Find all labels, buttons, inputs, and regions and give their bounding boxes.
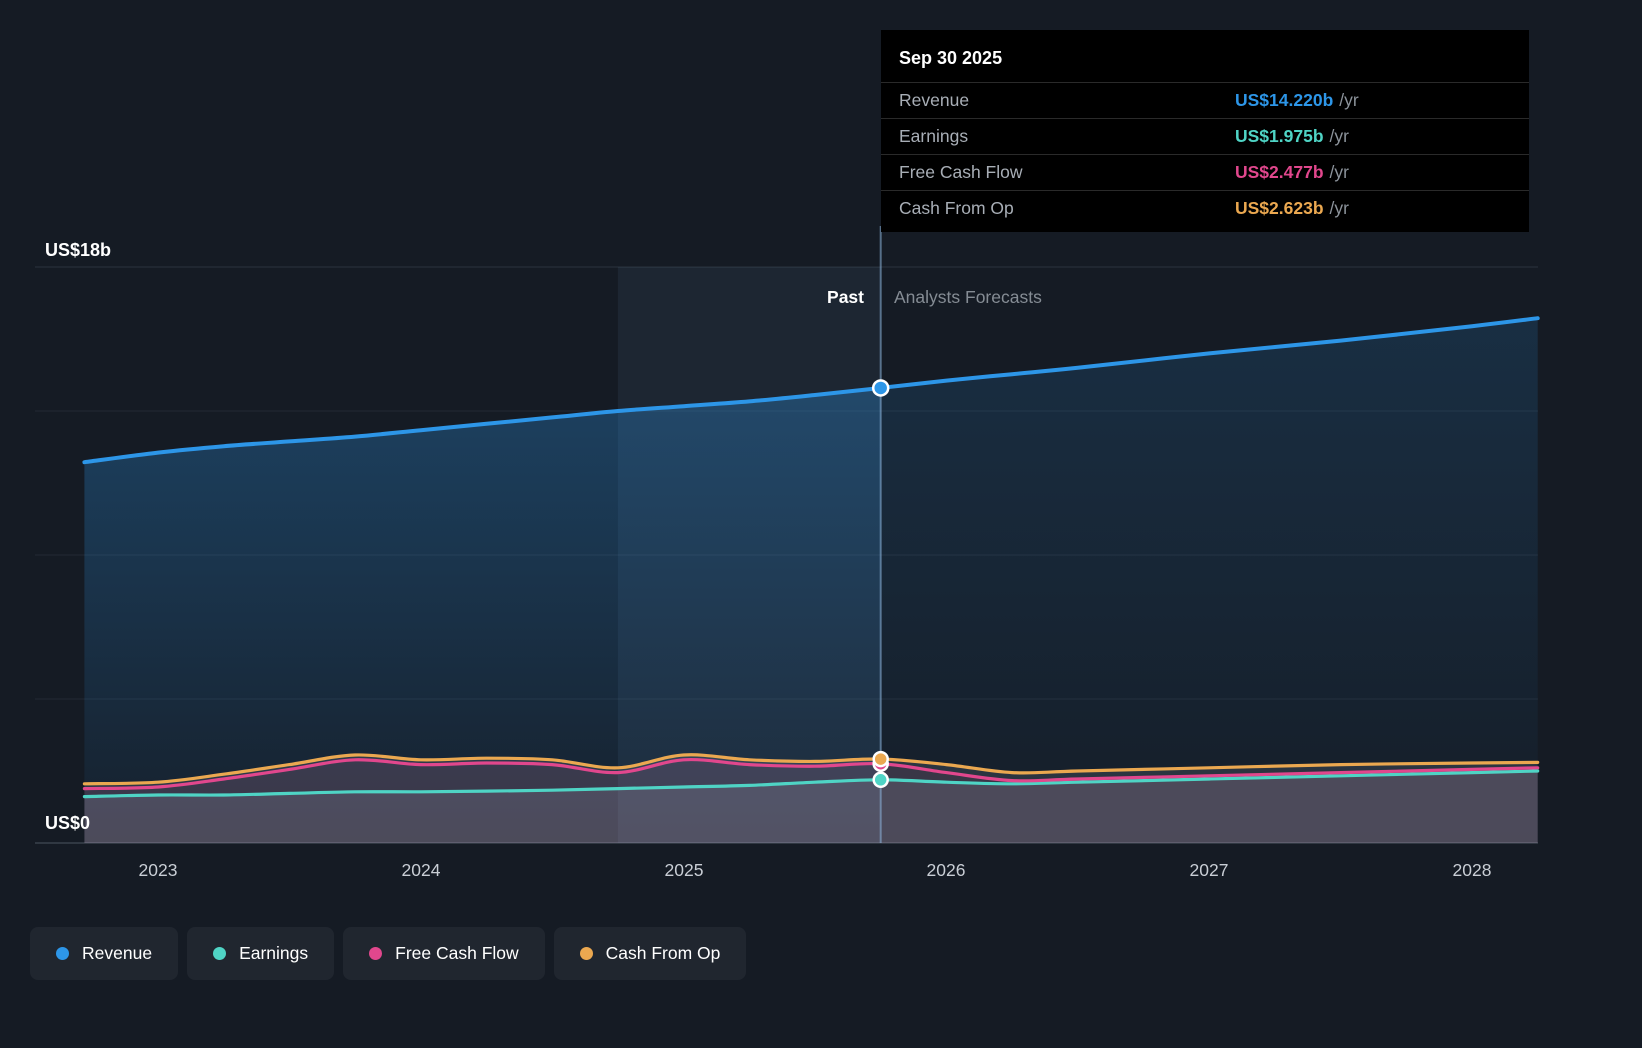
legend-item-revenue[interactable]: Revenue <box>30 927 179 980</box>
x-tick-2027: 2027 <box>1189 860 1229 880</box>
tooltip-label: Cash From Op <box>899 198 1014 218</box>
legend-label: Cash From Op <box>605 943 721 963</box>
revenue-dot-icon <box>56 947 69 960</box>
x-tick-2028: 2028 <box>1452 860 1492 880</box>
tooltip-value: US$2.477b/yr <box>1235 162 1349 182</box>
legend-label: Free Cash Flow <box>395 943 519 963</box>
free-cash-flow-dot-icon <box>369 947 383 960</box>
tooltip-row-free-cash-flow: Free Cash Flow US$2.477b/yr <box>881 154 1529 190</box>
x-tick-2023: 2023 <box>138 860 178 880</box>
cash-from-op-line <box>82 753 1540 786</box>
y-axis-label-bottom: US$0 <box>45 813 91 833</box>
legend-label: Earnings <box>239 943 309 963</box>
tooltip-value: US$2.623b/yr <box>1235 198 1349 218</box>
tooltip-date: Sep 30 2025 <box>899 48 1003 68</box>
marker-cash-from-op <box>872 750 889 768</box>
marker-revenue <box>871 379 890 397</box>
tooltip-value: US$14.220b/yr <box>1235 90 1359 110</box>
tooltip-value: US$1.975b/yr <box>1235 126 1349 146</box>
x-tick-2024: 2024 <box>401 860 441 880</box>
tooltip-row-cash-from-op: Cash From Op US$2.623b/yr <box>881 190 1529 226</box>
y-axis-label-top: US$18b <box>45 240 112 260</box>
revenue-area-past <box>84 387 881 843</box>
past-label: Past <box>827 287 864 307</box>
tooltip-row-earnings: Earnings US$1.975b/yr <box>881 118 1529 154</box>
tooltip-label: Revenue <box>899 90 970 110</box>
legend-label: Revenue <box>82 943 153 963</box>
tooltip-row-revenue: Revenue US$14.220b/yr <box>881 82 1529 118</box>
tooltip-label: Earnings <box>899 126 969 146</box>
x-tick-2026: 2026 <box>926 860 966 880</box>
cash-from-op-dot-icon <box>579 947 593 960</box>
hover-tooltip: Sep 30 2025 Revenue US$14.220b/yr Earnin… <box>881 30 1529 232</box>
earnings-dot-icon <box>213 947 227 960</box>
legend-item-free-cash-flow[interactable]: Free Cash Flow <box>343 927 545 980</box>
analysts-forecasts-label: Analysts Forecasts <box>894 287 1042 307</box>
legend: Revenue Earnings Free Cash Flow Cash Fro… <box>30 927 747 980</box>
x-tick-2025: 2025 <box>664 860 704 880</box>
earnings-area <box>84 771 1538 843</box>
legend-item-earnings[interactable]: Earnings <box>187 927 335 980</box>
tooltip-label: Free Cash Flow <box>899 162 1023 182</box>
legend-item-cash-from-op[interactable]: Cash From Op <box>553 927 747 980</box>
revenue-area-forecast <box>880 318 1538 843</box>
revenue-line <box>82 316 1540 465</box>
earnings-line <box>82 769 1540 799</box>
marker-earnings <box>872 771 889 789</box>
free-cash-flow-line <box>82 757 1540 791</box>
